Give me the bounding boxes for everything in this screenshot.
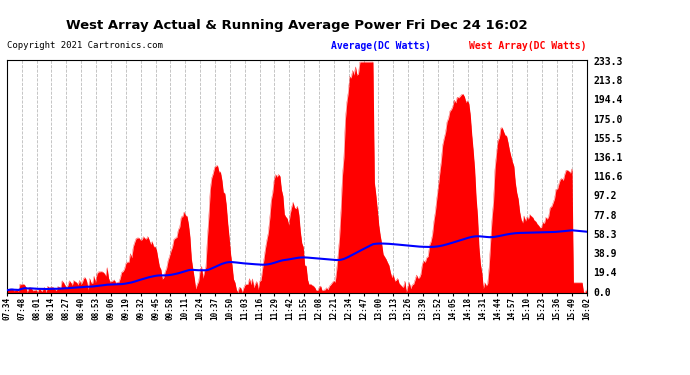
Text: 97.2: 97.2 xyxy=(593,192,617,201)
Text: Average(DC Watts): Average(DC Watts) xyxy=(331,41,431,51)
Text: West Array Actual & Running Average Power Fri Dec 24 16:02: West Array Actual & Running Average Powe… xyxy=(66,19,528,32)
Text: 194.4: 194.4 xyxy=(593,95,623,105)
Text: 155.5: 155.5 xyxy=(593,134,623,144)
Text: 116.6: 116.6 xyxy=(593,172,623,182)
Text: 19.4: 19.4 xyxy=(593,268,617,278)
Text: 213.8: 213.8 xyxy=(593,76,623,86)
Text: 136.1: 136.1 xyxy=(593,153,623,163)
Text: Copyright 2021 Cartronics.com: Copyright 2021 Cartronics.com xyxy=(7,41,163,50)
Text: 38.9: 38.9 xyxy=(593,249,617,259)
Text: 77.8: 77.8 xyxy=(593,211,617,220)
Text: West Array(DC Watts): West Array(DC Watts) xyxy=(469,41,586,51)
Text: 233.3: 233.3 xyxy=(593,57,623,67)
Text: 58.3: 58.3 xyxy=(593,230,617,240)
Text: 0.0: 0.0 xyxy=(593,288,611,297)
Text: 175.0: 175.0 xyxy=(593,115,623,125)
